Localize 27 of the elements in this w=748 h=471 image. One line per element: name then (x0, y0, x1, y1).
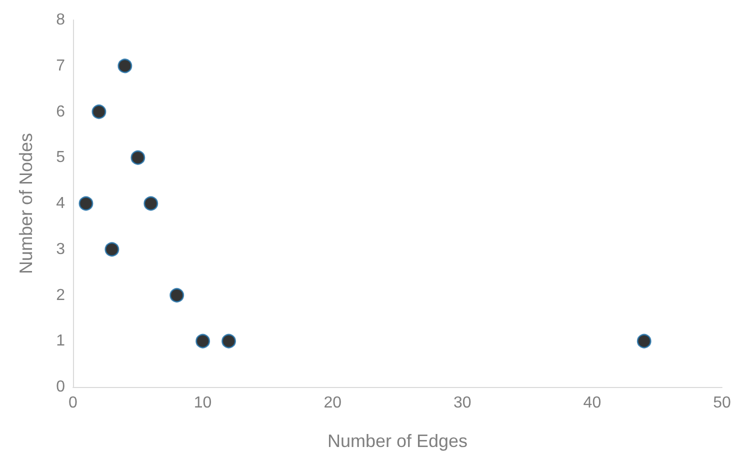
y-tick-label: 5 (56, 149, 66, 166)
point (118, 58, 132, 74)
y-tick-label: 3 (56, 240, 66, 258)
y-tick-label: 1 (56, 332, 66, 350)
x-axis-title: Number of Edges (327, 431, 468, 451)
point (170, 288, 184, 302)
y-tick-label: 2 (56, 286, 66, 304)
x-tick-label: 10 (194, 394, 212, 412)
y-tick-label: 6 (56, 103, 66, 120)
x-tick-label: 30 (454, 394, 472, 412)
y-tick-label: 4 (56, 195, 66, 212)
x-tick-label: 40 (583, 394, 602, 412)
x-tick-label: 0 (68, 394, 78, 412)
y-tick-label: 8 (56, 12, 66, 28)
point (130, 150, 146, 165)
point (104, 242, 120, 257)
point (222, 334, 236, 348)
x-tick-label: 20 (324, 394, 342, 412)
point (636, 334, 652, 348)
y-tick-label: 7 (56, 57, 66, 74)
point (196, 334, 210, 348)
y-axis-title: Number of Nodes (16, 132, 36, 274)
y-tick-label: 0 (56, 378, 66, 396)
point (78, 196, 94, 211)
point (144, 196, 158, 211)
point (92, 104, 106, 119)
x-tick-label: 50 (713, 394, 731, 412)
